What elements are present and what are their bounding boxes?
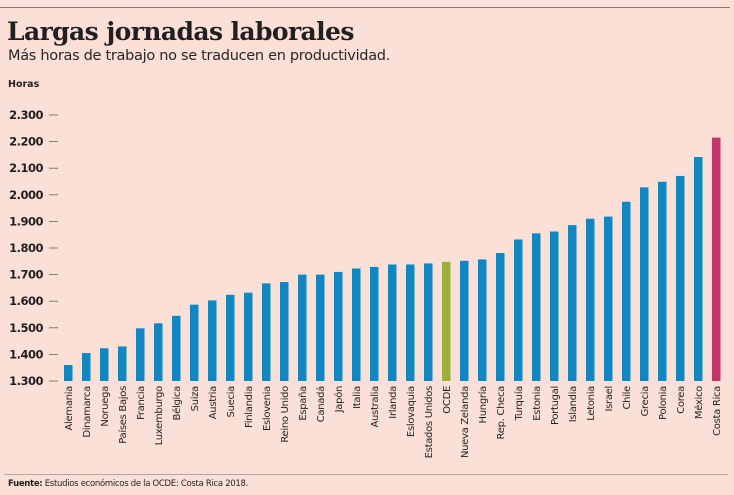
bar-luxemburgo: [154, 323, 163, 381]
x-tick-label: Chile: [622, 386, 633, 410]
bar-eslovaquia: [406, 264, 415, 381]
bar-eslovenia: [262, 283, 271, 381]
y-axis: 1.300 1.400 1.500 1.600 1.700 1.800 1.900 2.000…: [9, 108, 58, 388]
bar-costa-rica: [712, 137, 721, 381]
chart-title: Largas jornadas laborales: [7, 17, 354, 46]
bar-nueva-zelanda: [460, 260, 469, 381]
bar-corea: [676, 175, 685, 381]
y-tick-label: 2.100: [9, 161, 43, 175]
bar-suecia: [226, 294, 235, 381]
source-label: Fuente:: [8, 479, 43, 489]
bar-italia: [352, 268, 361, 381]
y-tick-label: 1.600: [9, 294, 43, 308]
x-tick-label: Países Bajos: [117, 386, 129, 444]
x-tick-label: Japón: [333, 386, 345, 413]
y-tick-label: 1.800: [9, 241, 43, 255]
bar-dinamarca: [82, 353, 91, 381]
x-tick-label: Letonia: [586, 386, 597, 421]
y-tick-label: 1.500: [9, 321, 43, 335]
top-rule: [0, 7, 730, 8]
bar-belgica: [172, 315, 181, 381]
x-tick-label: Corea: [676, 386, 687, 414]
x-tick-label: México: [693, 386, 705, 419]
x-tick-label: Eslovenia: [262, 386, 273, 431]
bar-estados-unidos: [424, 263, 433, 381]
x-tick-label: Turquía: [513, 386, 525, 422]
x-tick-label: Alemania: [64, 386, 75, 431]
bar-reino-unido: [280, 282, 289, 381]
bar-islandia: [568, 225, 577, 381]
x-tick-label: Irlanda: [388, 386, 399, 419]
x-tick-label: Portugal: [550, 386, 561, 425]
x-tick-label: Suecia: [226, 386, 237, 418]
x-tick-label: Austria: [208, 386, 219, 419]
bar-francia: [136, 328, 145, 381]
x-tick-label: Eslovaquia: [406, 386, 417, 437]
bar-suiza: [190, 304, 199, 381]
x-tick-label: Australia: [370, 386, 381, 428]
x-tick-label: Costa Rica: [712, 386, 723, 436]
y-tick-label: 1.300: [9, 374, 43, 388]
bar-alemania: [64, 365, 73, 381]
x-axis: Alemania Dinamarca Noruega Países Bajos Fran…: [64, 386, 723, 459]
bar-letonia: [586, 218, 595, 381]
x-tick-label: España: [298, 386, 309, 421]
y-axis-label: Horas: [8, 79, 40, 90]
x-tick-label: Polonia: [658, 386, 669, 420]
x-tick-label: Bélgica: [171, 386, 183, 421]
bar-israel: [604, 216, 613, 381]
y-tick-label: 1.700: [9, 268, 43, 282]
bottom-rule: [4, 474, 728, 475]
bar-grecia: [640, 187, 649, 381]
y-tick-label: 2.000: [9, 188, 43, 202]
bar-mexico: [694, 157, 703, 381]
x-tick-label: Finlandia: [244, 386, 255, 428]
x-tick-label: Estados Unidos: [424, 386, 435, 458]
bar-rep-checa: [496, 253, 505, 381]
source-text: Estudios económicos de la OCDE: Costa Ri…: [42, 479, 249, 489]
x-tick-label: OCDE: [442, 386, 453, 414]
x-tick-label: Reino Unido: [280, 386, 291, 443]
x-tick-label: Noruega: [100, 386, 111, 427]
x-tick-label: Israel: [604, 386, 615, 412]
bar-canada: [316, 274, 325, 381]
bar-finlandia: [244, 292, 253, 381]
bar-chile: [622, 201, 631, 381]
bar-paises-bajos: [118, 346, 127, 381]
bar-austria: [208, 300, 217, 381]
bar-polonia: [658, 181, 667, 381]
y-tick-label: 2.200: [9, 135, 43, 149]
bar-estonia: [532, 233, 541, 381]
x-tick-label: Suiza: [190, 386, 201, 412]
bar-australia: [370, 266, 379, 381]
source-note: Fuente: Estudios económicos de la OCDE: …: [8, 479, 248, 489]
x-tick-label: Luxemburgo: [154, 386, 165, 446]
y-tick-label: 1.900: [9, 214, 43, 228]
bar-irlanda: [388, 264, 397, 381]
bar-portugal: [550, 231, 559, 381]
x-tick-label: Estonia: [532, 386, 543, 421]
chart-subtitle: Más horas de trabajo no se traducen en p…: [8, 48, 391, 64]
y-tick-label: 2.300: [9, 108, 43, 122]
x-tick-label: Hungría: [477, 386, 489, 424]
bar-noruega: [100, 348, 109, 381]
x-tick-label: Francia: [136, 386, 147, 420]
bar-espana: [298, 274, 307, 381]
bars: [64, 137, 721, 381]
x-tick-label: Dinamarca: [82, 386, 93, 438]
x-tick-label: Grecia: [640, 386, 651, 417]
x-tick-label: Islandia: [568, 386, 579, 422]
bar-turquia: [514, 239, 523, 381]
x-tick-label: Canadá: [315, 386, 327, 422]
bar-ocde: [442, 261, 451, 381]
x-tick-label: Nueva Zelanda: [460, 386, 471, 458]
x-tick-label: Italia: [352, 386, 363, 409]
bar-japon: [334, 271, 343, 381]
y-tick-label: 1.400: [9, 347, 43, 361]
bar-hungria: [478, 259, 487, 381]
x-tick-label: Rep. Checa: [496, 386, 507, 440]
